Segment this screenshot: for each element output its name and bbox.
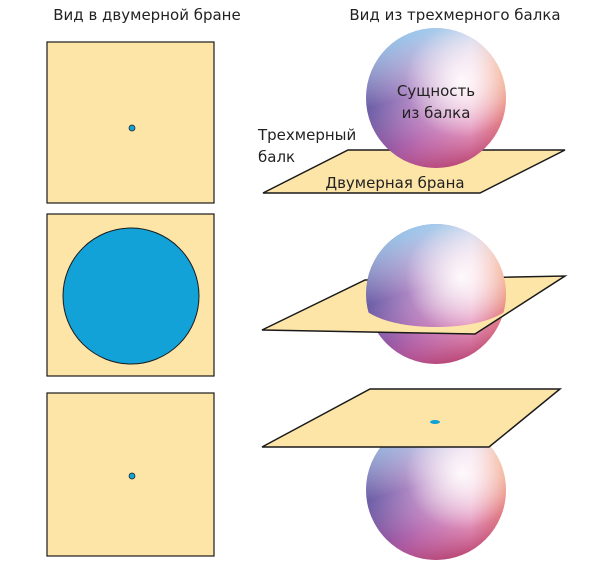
cross-section-dot (128, 124, 136, 132)
brane-label: Двумерная брана (325, 174, 464, 192)
contact-point (430, 420, 440, 424)
brane-plane (261, 388, 563, 448)
sphere-entity (366, 420, 506, 560)
brane-view-1 (46, 41, 215, 204)
bulk-label-2: балк (258, 148, 295, 166)
entity-label-2: из балка (402, 104, 471, 122)
entity-label: Сущность (397, 82, 475, 100)
brane-view-2 (46, 213, 215, 377)
cross-section-dot (128, 472, 136, 480)
brane-view-3 (46, 392, 215, 557)
brane-plane (262, 149, 566, 194)
cross-section-circle (62, 227, 200, 365)
bulk-label: Трехмерный (257, 126, 356, 144)
bulk-view-3 (261, 388, 563, 560)
left-column-title: Вид в двумерной бране (53, 6, 240, 24)
bulk-view-2 (261, 224, 568, 364)
sphere-entity (366, 28, 506, 168)
sphere-upper (366, 224, 506, 327)
right-column-title: Вид из трехмерного балка (349, 6, 560, 24)
bulk-view-1: Сущность из балка Трехмерный балк Двумер… (257, 28, 566, 194)
